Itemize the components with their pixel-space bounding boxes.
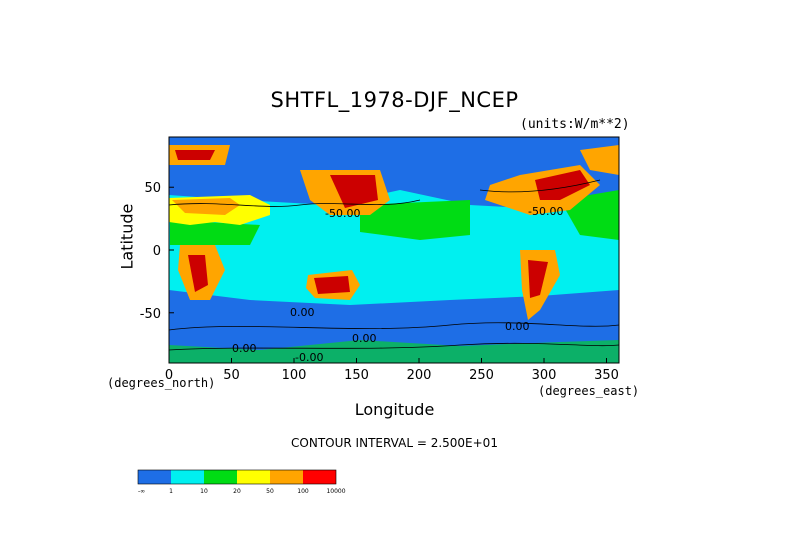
contour-label: 0.00 — [232, 342, 257, 355]
units-label: (units:W/m**2) — [520, 117, 630, 132]
x-tick-label: 300 — [532, 368, 557, 383]
antarctic-region — [169, 340, 619, 363]
south-america-red — [528, 260, 548, 298]
africa-north-orange — [172, 198, 240, 215]
colorbar-swatch — [171, 470, 204, 484]
colorbar-swatch — [204, 470, 237, 484]
chart-title: SHTFL_1978-DJF_NCEP — [270, 88, 519, 112]
x-tick-label: 50 — [223, 368, 240, 383]
heatmap-plot-area — [169, 137, 619, 363]
x-tick-label: 150 — [344, 368, 369, 383]
contour-label: -0.00 — [295, 351, 323, 364]
y-tick-label: 50 — [144, 181, 161, 196]
x-axis-ticks: 0 50 100 150 200 250 300 350 — [165, 358, 619, 383]
contour-interval-label: CONTOUR INTERVAL = 2.500E+01 — [291, 436, 498, 450]
contour-lines — [169, 179, 619, 351]
contour-label: 0.00 — [505, 320, 530, 333]
greenland-orange — [580, 145, 619, 175]
y-tick-label: 0 — [153, 244, 161, 259]
colorbar-swatch — [138, 470, 171, 484]
x-tick-label: 350 — [594, 368, 619, 383]
colorbar-label: 10000 — [326, 488, 345, 495]
colorbar-frame — [137, 469, 337, 485]
colorbar-swatch — [270, 470, 303, 484]
africa-south-red — [188, 255, 208, 292]
colorbar-swatch — [303, 470, 336, 484]
x-tick-label: 250 — [469, 368, 494, 383]
x-tick-label: 0 — [165, 368, 173, 383]
north-america-red — [535, 170, 590, 200]
colorbar-label: 10 — [200, 488, 208, 495]
x-tick-label: 200 — [407, 368, 432, 383]
y-axis-unit: (degrees_north) — [107, 376, 216, 390]
contour-label: -50.00 — [528, 205, 563, 218]
australia-red — [314, 276, 350, 294]
x-axis-label: Longitude — [354, 400, 435, 419]
east-asia-red — [330, 175, 378, 208]
y-tick-label: -50 — [140, 307, 161, 322]
colorbar-swatch — [237, 470, 270, 484]
contour-label: 0.00 — [290, 306, 315, 319]
y-axis-ticks: 50 0 -50 — [140, 181, 174, 322]
colorbar-label: -∞ — [138, 488, 145, 495]
contour-label: -50.00 — [325, 207, 360, 220]
colorbar-label: 1 — [169, 488, 173, 495]
colorbar: -∞ 1 10 20 50 100 10000 — [137, 469, 346, 495]
colorbar-label: 50 — [266, 488, 274, 495]
indian-green — [170, 220, 260, 245]
arctic-red — [175, 150, 215, 160]
north-pacific-green — [360, 200, 470, 240]
contour-label: 0.00 — [352, 332, 377, 345]
x-tick-label: 100 — [282, 368, 307, 383]
x-axis-unit: (degrees_east) — [538, 384, 640, 398]
colorbar-label: 20 — [233, 488, 241, 495]
colorbar-label: 100 — [297, 488, 309, 495]
